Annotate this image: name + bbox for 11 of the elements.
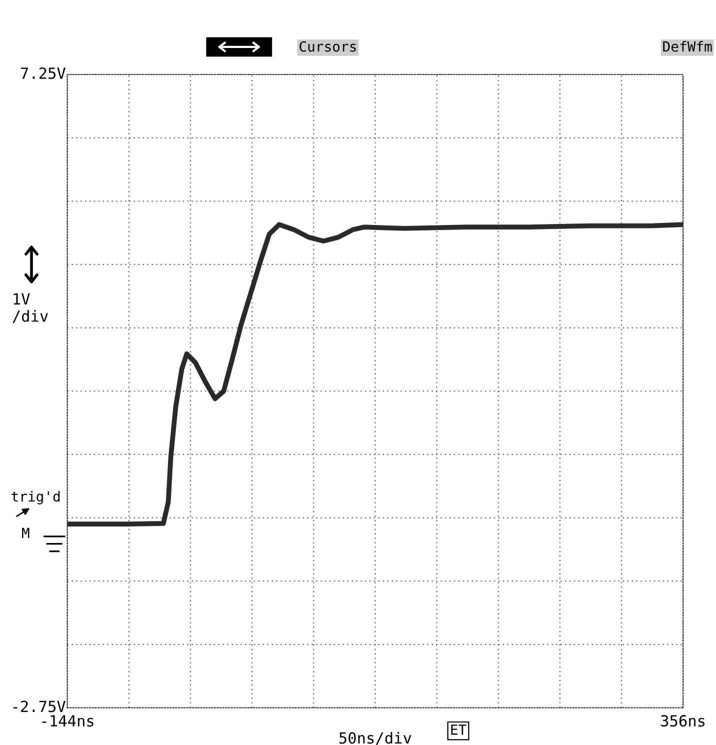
- x-tick-label: 356ns: [661, 715, 705, 727]
- text: trig'd: [12, 490, 60, 504]
- y-tick-label: -2.75V: [13, 700, 66, 712]
- x-tick-label: -144ns: [42, 715, 94, 727]
- x-axis-title: 50ns/div: [339, 732, 412, 745]
- text: M: [22, 528, 30, 538]
- text: ET: [451, 724, 466, 735]
- text: DefWfm: [663, 40, 712, 52]
- y-axis-title: 1V /div: [12, 293, 48, 324]
- text: Cursors: [300, 41, 356, 52]
- y-tick-label: 7.25V: [20, 67, 66, 79]
